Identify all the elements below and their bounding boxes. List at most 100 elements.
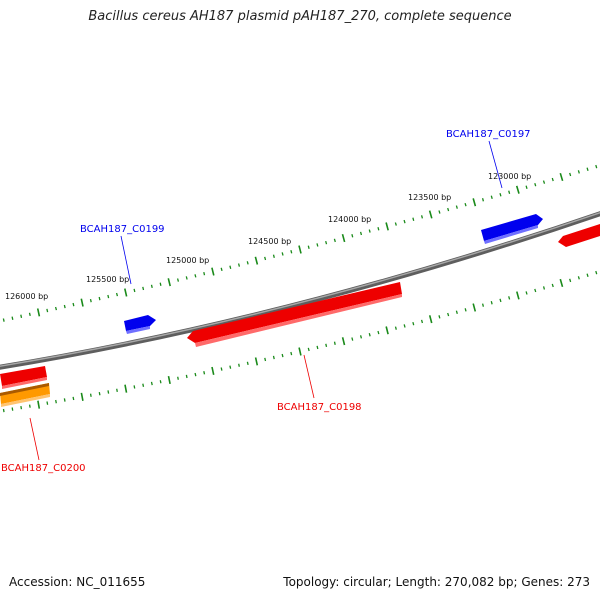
outer-ruler-minor-tick bbox=[72, 302, 75, 307]
inner-ruler-minor-tick bbox=[586, 273, 589, 277]
outer-ruler-minor-tick bbox=[176, 278, 180, 282]
outer-ruler-major-tick bbox=[36, 308, 41, 317]
inner-ruler-minor-tick bbox=[595, 270, 598, 275]
leader-line-c0199 bbox=[120, 235, 132, 285]
inner-ruler-minor-tick bbox=[11, 407, 14, 411]
outer-ruler-minor-tick bbox=[150, 284, 153, 289]
inner-ruler-minor-tick bbox=[20, 405, 23, 410]
inner-ruler-minor-tick bbox=[464, 308, 467, 312]
outer-ruler-minor-tick bbox=[142, 286, 145, 291]
outer-ruler-minor-tick bbox=[377, 227, 380, 231]
gene-feature-edge-right[interactable] bbox=[558, 224, 600, 247]
outer-ruler-minor-tick bbox=[325, 240, 328, 245]
inner-ruler-major-tick bbox=[559, 278, 564, 288]
outer-ruler-minor-tick bbox=[28, 312, 31, 317]
inner-ruler-minor-tick bbox=[316, 345, 319, 350]
inner-ruler-major-tick bbox=[516, 291, 520, 300]
outer-ruler-minor-tick bbox=[412, 217, 415, 221]
leader-line-c0197 bbox=[488, 140, 503, 189]
inner-ruler-minor-tick bbox=[107, 390, 110, 394]
inner-ruler-minor-tick bbox=[290, 351, 293, 356]
gene-label-c0198[interactable]: BCAH187_C0198 bbox=[277, 402, 362, 413]
inner-ruler-minor-tick bbox=[534, 288, 537, 293]
outer-ruler-minor-tick bbox=[54, 306, 58, 311]
inner-ruler-minor-tick bbox=[272, 355, 275, 360]
gene-feature-bcah187-c0198[interactable] bbox=[187, 282, 402, 347]
outer-ruler-minor-tick bbox=[359, 231, 363, 236]
gene-label-c0199[interactable]: BCAH187_C0199 bbox=[80, 224, 165, 235]
inner-ruler-minor-tick bbox=[481, 303, 485, 307]
inner-ruler-minor-tick bbox=[455, 310, 458, 314]
outer-ruler-minor-tick bbox=[11, 316, 14, 320]
outer-ruler-minor-tick bbox=[107, 294, 110, 299]
inner-ruler-minor-tick bbox=[394, 326, 397, 330]
inner-ruler-minor-tick bbox=[569, 278, 572, 283]
outer-ruler-minor-tick bbox=[577, 170, 580, 174]
gene-feature-bcah187-c0197[interactable] bbox=[481, 214, 543, 244]
inner-ruler-minor-tick bbox=[499, 298, 502, 303]
inner-ruler-minor-tick bbox=[577, 276, 580, 280]
inner-ruler-minor-tick bbox=[238, 363, 240, 367]
inner-ruler-minor-tick bbox=[2, 408, 5, 413]
outer-ruler-minor-tick bbox=[525, 185, 528, 189]
inner-ruler-major-tick bbox=[37, 400, 41, 409]
outer-ruler-minor-tick bbox=[115, 292, 119, 297]
outer-ruler-minor-tick bbox=[586, 167, 589, 171]
inner-ruler-major-tick bbox=[472, 303, 477, 312]
inner-ruler-major-tick bbox=[298, 347, 302, 356]
topology-summary: Topology: circular; Length: 270,082 bp; … bbox=[283, 575, 590, 589]
inner-ruler-minor-tick bbox=[368, 333, 371, 337]
gene-feature-bcah187-c0199[interactable] bbox=[124, 315, 156, 334]
outer-ruler-minor-tick bbox=[229, 265, 232, 269]
inner-ruler-minor-tick bbox=[542, 286, 546, 290]
inner-ruler-minor-tick bbox=[525, 291, 528, 295]
outer-ruler-minor-tick bbox=[46, 308, 49, 313]
inner-ruler-minor-tick bbox=[508, 296, 511, 300]
inner-ruler-major-tick bbox=[341, 337, 346, 346]
inner-ruler-major-tick bbox=[80, 392, 84, 401]
outer-ruler-minor-tick bbox=[333, 238, 336, 243]
accession-text: Accession: NC_011655 bbox=[9, 575, 146, 589]
inner-ruler-minor-tick bbox=[133, 385, 136, 389]
outer-ruler-minor-tick bbox=[403, 219, 406, 224]
outer-ruler-minor-tick bbox=[203, 271, 206, 276]
gene-label-c0200[interactable]: BCAH187_C0200 bbox=[1, 463, 86, 474]
inner-ruler-minor-tick bbox=[229, 365, 232, 369]
outer-ruler-major-tick bbox=[167, 278, 171, 287]
outer-ruler-minor-tick bbox=[281, 252, 284, 256]
tick-label-125000: 125000 bp bbox=[166, 256, 209, 265]
outer-ruler-minor-tick bbox=[133, 288, 136, 293]
outer-ruler-minor-tick bbox=[508, 190, 511, 194]
outer-ruler-minor-tick bbox=[420, 215, 424, 219]
map-title: Bacillus cereus AH187 plasmid pAH187_270… bbox=[88, 9, 512, 24]
outer-ruler-minor-tick bbox=[194, 274, 197, 278]
inner-ruler-major-tick bbox=[385, 326, 389, 335]
inner-ruler-minor-tick bbox=[359, 335, 363, 339]
outer-ruler-major-tick bbox=[515, 185, 520, 194]
inner-ruler-minor-tick bbox=[159, 380, 162, 384]
gene-label-c0197[interactable]: BCAH187_C0197 bbox=[446, 129, 531, 140]
outer-ruler-minor-tick bbox=[20, 314, 23, 319]
outer-ruler-minor-tick bbox=[185, 276, 188, 280]
outer-ruler-minor-tick bbox=[237, 263, 241, 267]
outer-ruler-minor-tick bbox=[2, 318, 5, 322]
gene-feature-bcah187-c0200[interactable] bbox=[0, 366, 47, 389]
tick-label-123500: 123500 bp bbox=[408, 193, 451, 202]
outer-ruler-minor-tick bbox=[290, 250, 293, 254]
inner-ruler-minor-tick bbox=[142, 383, 145, 387]
outer-ruler-minor-tick bbox=[542, 180, 546, 184]
inner-ruler-minor-tick bbox=[98, 391, 101, 396]
outer-ruler-major-tick bbox=[80, 298, 84, 307]
inner-ruler-minor-tick bbox=[351, 337, 354, 341]
outer-ruler-minor-tick bbox=[159, 282, 162, 286]
leader-line-c0200 bbox=[29, 417, 40, 461]
outer-ruler-minor-tick bbox=[447, 207, 450, 212]
inner-ruler-major-tick bbox=[167, 375, 171, 385]
inner-ruler-minor-tick bbox=[307, 347, 310, 352]
outer-ruler-minor-tick bbox=[351, 234, 354, 238]
inner-ruler-minor-tick bbox=[281, 353, 284, 358]
inner-ruler-minor-tick bbox=[333, 341, 336, 345]
gene-feature-bcah187-c0200-segment[interactable] bbox=[0, 383, 50, 407]
inner-ruler-minor-tick bbox=[264, 357, 267, 362]
